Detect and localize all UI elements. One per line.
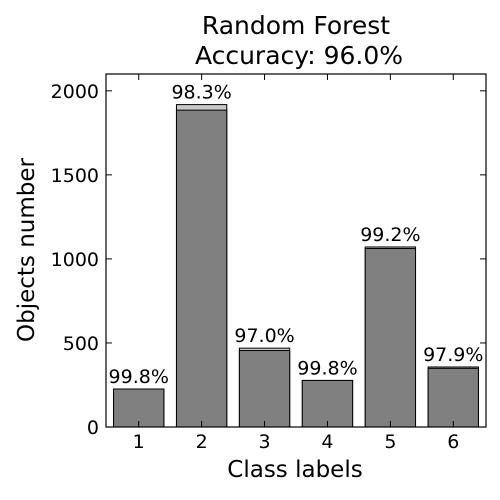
- bar-correct-5: [364, 247, 417, 428]
- bars-layer: [113, 104, 479, 428]
- x-tick-label-6: 6: [447, 431, 459, 453]
- x-axis-label: Class labels: [227, 457, 362, 483]
- y-axis-label: Objects number: [14, 157, 40, 342]
- data-labels-layer: 99.8%98.3%97.0%99.8%99.2%97.9%: [109, 82, 484, 388]
- x-tick-label-1: 1: [133, 431, 145, 453]
- chart-title: Random Forest: [202, 11, 390, 40]
- data-label-3: 97.0%: [234, 325, 294, 347]
- data-label-5: 99.2%: [360, 224, 420, 246]
- y-tick-label-2000: 2000: [51, 81, 99, 103]
- y-tick-label-1000: 1000: [51, 249, 99, 271]
- x-tick-label-2: 2: [196, 431, 208, 453]
- y-axis-ticks: 0 500 1000 1500 2000: [51, 81, 486, 439]
- bar-correct-6: [427, 367, 479, 428]
- bar-correct-3: [238, 350, 291, 428]
- x-axis-ticks: 1 2 3 4 5 6: [133, 74, 459, 453]
- x-tick-label-3: 3: [258, 431, 270, 453]
- chart-subtitle: Accuracy: 96.0%: [195, 41, 403, 70]
- y-tick-label-0: 0: [87, 417, 99, 439]
- bar-correct-1: [113, 388, 165, 428]
- data-label-2: 98.3%: [171, 82, 231, 104]
- y-tick-label-500: 500: [63, 333, 99, 355]
- x-tick-label-4: 4: [321, 431, 333, 453]
- bar-correct-4: [301, 379, 354, 428]
- data-label-4: 99.8%: [297, 357, 357, 379]
- x-tick-label-5: 5: [384, 431, 396, 453]
- data-label-6: 97.9%: [423, 344, 483, 366]
- bar-correct-2: [175, 109, 228, 428]
- y-tick-label-1500: 1500: [51, 165, 99, 187]
- data-label-1: 99.8%: [109, 366, 169, 388]
- plot-frame: [105, 73, 487, 428]
